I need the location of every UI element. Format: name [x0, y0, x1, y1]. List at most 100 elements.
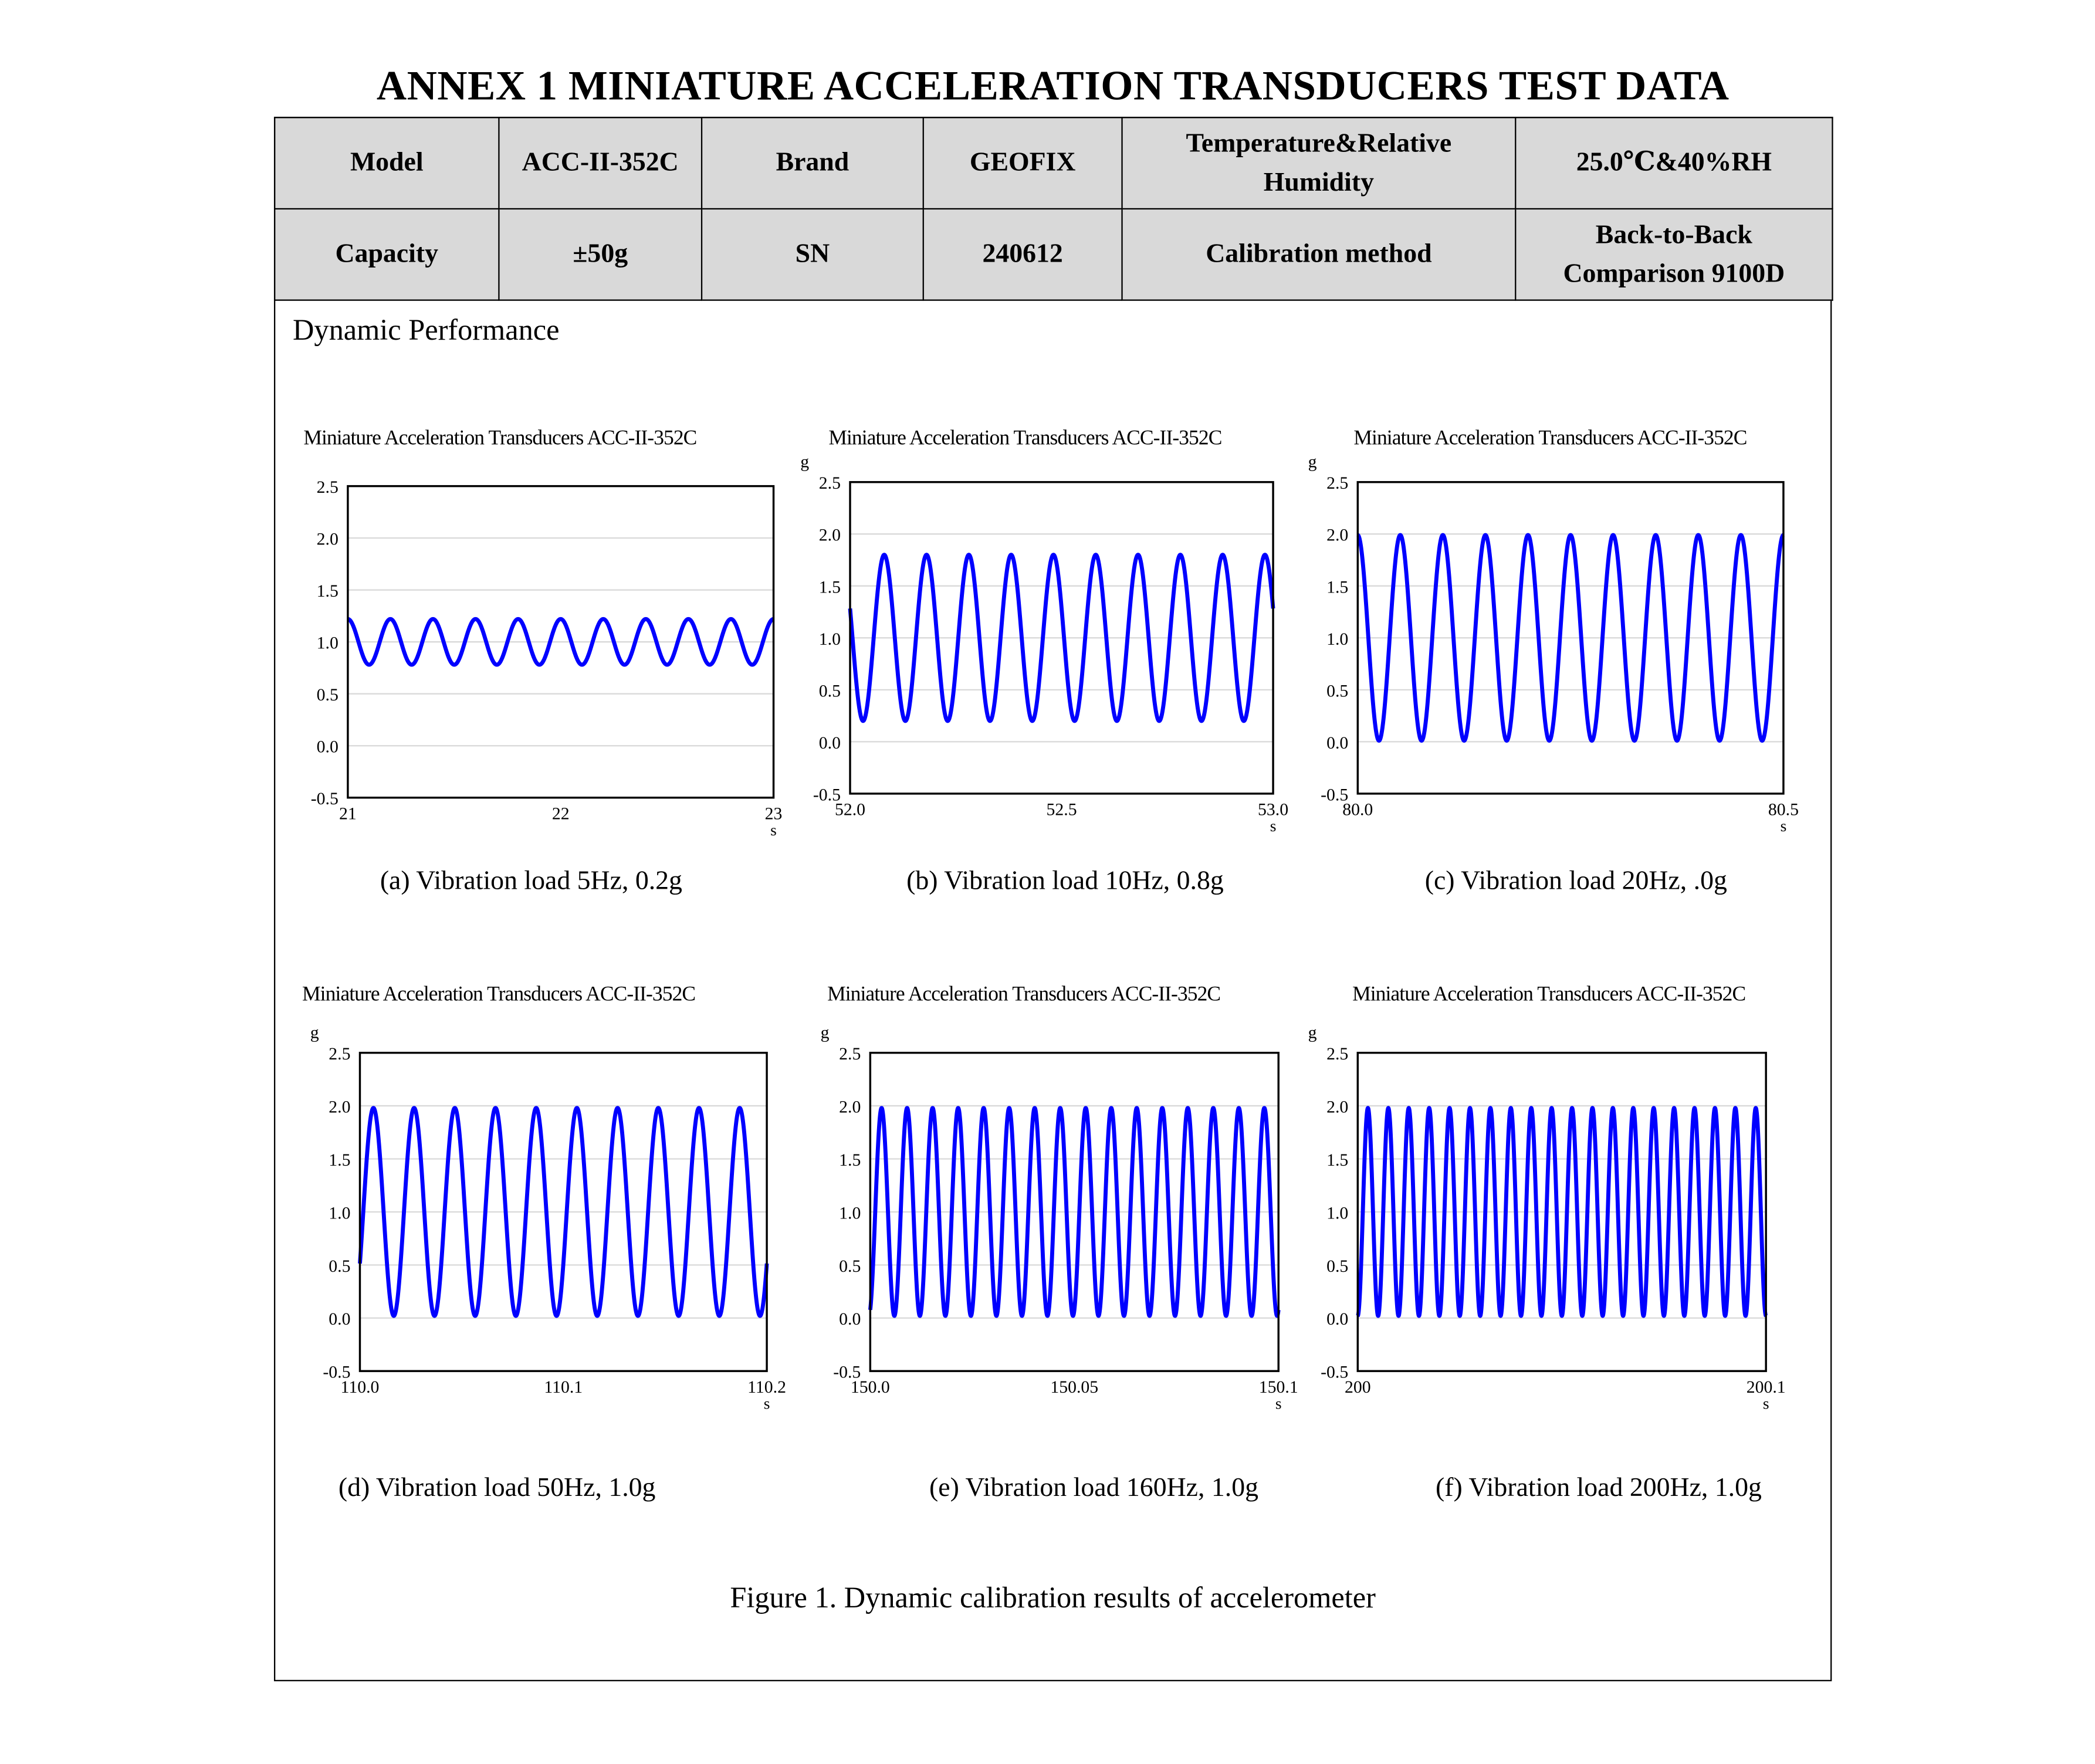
chart-d: Miniature Acceleration Transducers ACC-I… [302, 981, 786, 1412]
y-tick-label: 0.5 [1326, 1257, 1348, 1276]
x-axis-unit: s [1275, 1394, 1282, 1412]
y-tick-label: 1.5 [329, 1150, 350, 1170]
chart-caption-e: (e) Vibration load 160Hz, 1.0g [929, 1473, 1258, 1503]
y-tick-label: 0.0 [1326, 1309, 1348, 1329]
y-tick-label: 2.0 [1326, 1098, 1348, 1117]
y-tick-label: 1.0 [819, 629, 841, 649]
chart-title: Miniature Acceleration Transducers ACC-I… [302, 981, 695, 1005]
chart-b: Miniature Acceleration Transducers ACC-I… [800, 426, 1288, 835]
cell-method-label: Calibration method [1121, 208, 1517, 301]
y-tick-label: 2.0 [1326, 526, 1348, 545]
chart-caption-b: (b) Vibration load 10Hz, 0.8g [906, 866, 1224, 896]
x-tick-label: 110.0 [341, 1377, 380, 1397]
y-axis-unit: g [310, 1022, 319, 1042]
chart-caption-f: (f) Vibration load 200Hz, 1.0g [1436, 1473, 1762, 1503]
y-tick-label: 0.5 [819, 681, 841, 700]
chart-caption-c: (c) Vibration load 20Hz, .0g [1424, 866, 1727, 896]
y-tick-label: 0.0 [819, 733, 841, 753]
y-tick-label: 1.5 [1326, 1150, 1348, 1170]
y-tick-label: 0.5 [329, 1257, 350, 1276]
cell-brand-value: GEOFIX [922, 117, 1123, 210]
x-tick-label: 150.0 [851, 1377, 890, 1397]
y-tick-label: -0.5 [813, 785, 841, 804]
series-line [868, 1106, 1281, 1318]
x-tick-label: 52.5 [1047, 800, 1077, 819]
y-tick-label: 0.5 [317, 685, 339, 705]
table-row: Capacity ±50g SN 240612 Calibration meth… [273, 208, 1833, 301]
x-tick-label: 21 [339, 804, 357, 823]
chart-title: Miniature Acceleration Transducers ACC-I… [827, 981, 1220, 1005]
y-tick-label: 0.0 [1326, 733, 1348, 753]
x-tick-label: 150.05 [1050, 1377, 1098, 1397]
y-tick-label: 2.5 [839, 1044, 861, 1064]
x-axis-unit: s [770, 821, 777, 839]
y-tick-label: 0.5 [839, 1257, 861, 1276]
y-tick-label: 1.5 [819, 577, 841, 597]
plot-frame [347, 485, 775, 799]
y-tick-label: -0.5 [323, 1363, 350, 1382]
plot-frame [358, 1051, 768, 1372]
x-tick-label: 52.0 [835, 800, 865, 819]
y-tick-label: 1.0 [1326, 1203, 1348, 1223]
x-tick-label: 200.1 [1747, 1377, 1786, 1397]
page-title: ANNEX 1 MINIATURE ACCELERATION TRANSDUCE… [376, 62, 1730, 109]
chart-c: Miniature Acceleration Transducers ACC-I… [1308, 426, 1799, 835]
x-tick-label: 53.0 [1258, 800, 1288, 819]
y-axis-unit: g [1308, 452, 1317, 472]
y-tick-label: -0.5 [833, 1363, 861, 1382]
cell-model-value: ACC-II-352C [498, 117, 703, 210]
y-tick-label: 2.0 [839, 1098, 861, 1117]
figure-caption: Figure 1. Dynamic calibration results of… [730, 1580, 1376, 1614]
chart-title: Miniature Acceleration Transducers ACC-I… [828, 426, 1221, 449]
plot-frame [849, 481, 1274, 795]
y-tick-label: 0.5 [1326, 681, 1348, 700]
y-tick-label: 0.0 [317, 737, 339, 757]
chart-caption-d: (d) Vibration load 50Hz, 1.0g [338, 1473, 656, 1503]
chart-f: Miniature Acceleration Transducers ACC-I… [1308, 981, 1786, 1412]
series-line [1356, 533, 1785, 743]
x-tick-label: 23 [765, 804, 783, 823]
y-tick-label: 2.0 [317, 530, 339, 549]
x-axis-unit: s [1270, 817, 1277, 835]
series-line [358, 1106, 769, 1318]
table-row: Model ACC-II-352C Brand GEOFIX Temperatu… [273, 117, 1833, 210]
plot-frame [1356, 481, 1785, 795]
y-tick-label: 2.5 [819, 473, 841, 493]
y-tick-label: 1.0 [317, 634, 339, 653]
y-tick-label: 2.5 [1326, 473, 1348, 493]
y-axis-unit: g [800, 452, 809, 472]
chart-title: Miniature Acceleration Transducers ACC-I… [303, 426, 696, 449]
chart-a: Miniature Acceleration Transducers ACC-I… [303, 426, 782, 839]
cell-temp-value: 25.0℃&40%RH [1515, 117, 1833, 210]
y-tick-label: 2.5 [329, 1044, 350, 1064]
y-tick-label: -0.5 [1321, 785, 1348, 804]
x-axis-unit: s [764, 1394, 770, 1412]
section-label: Dynamic Performance [293, 313, 560, 347]
cell-capacity-value: ±50g [498, 208, 703, 301]
x-tick-label: 80.0 [1342, 800, 1373, 819]
cell-brand-label: Brand [700, 117, 924, 210]
y-tick-label: -0.5 [311, 789, 339, 808]
x-tick-label: 200 [1345, 1377, 1371, 1397]
cell-capacity-label: Capacity [273, 208, 500, 301]
series-line [848, 553, 1275, 723]
y-tick-label: -0.5 [1321, 1363, 1348, 1382]
plot-frame [869, 1051, 1280, 1372]
x-tick-label: 110.2 [747, 1377, 786, 1397]
x-tick-label: 80.5 [1768, 800, 1799, 819]
y-tick-label: 1.5 [839, 1150, 861, 1170]
info-table: Model ACC-II-352C Brand GEOFIX Temperatu… [273, 117, 1833, 301]
x-axis-unit: s [1763, 1394, 1769, 1412]
cell-sn-label: SN [700, 208, 924, 301]
y-tick-label: 1.0 [329, 1203, 350, 1223]
x-tick-label: 22 [552, 804, 570, 823]
plot-frame [1356, 1051, 1767, 1372]
y-tick-label: 0.0 [329, 1309, 350, 1329]
y-tick-label: 0.0 [839, 1309, 861, 1329]
x-tick-label: 150.1 [1259, 1377, 1298, 1397]
y-tick-label: 1.0 [1326, 629, 1348, 649]
x-tick-label: 110.1 [544, 1377, 583, 1397]
y-tick-label: 1.0 [839, 1203, 861, 1223]
